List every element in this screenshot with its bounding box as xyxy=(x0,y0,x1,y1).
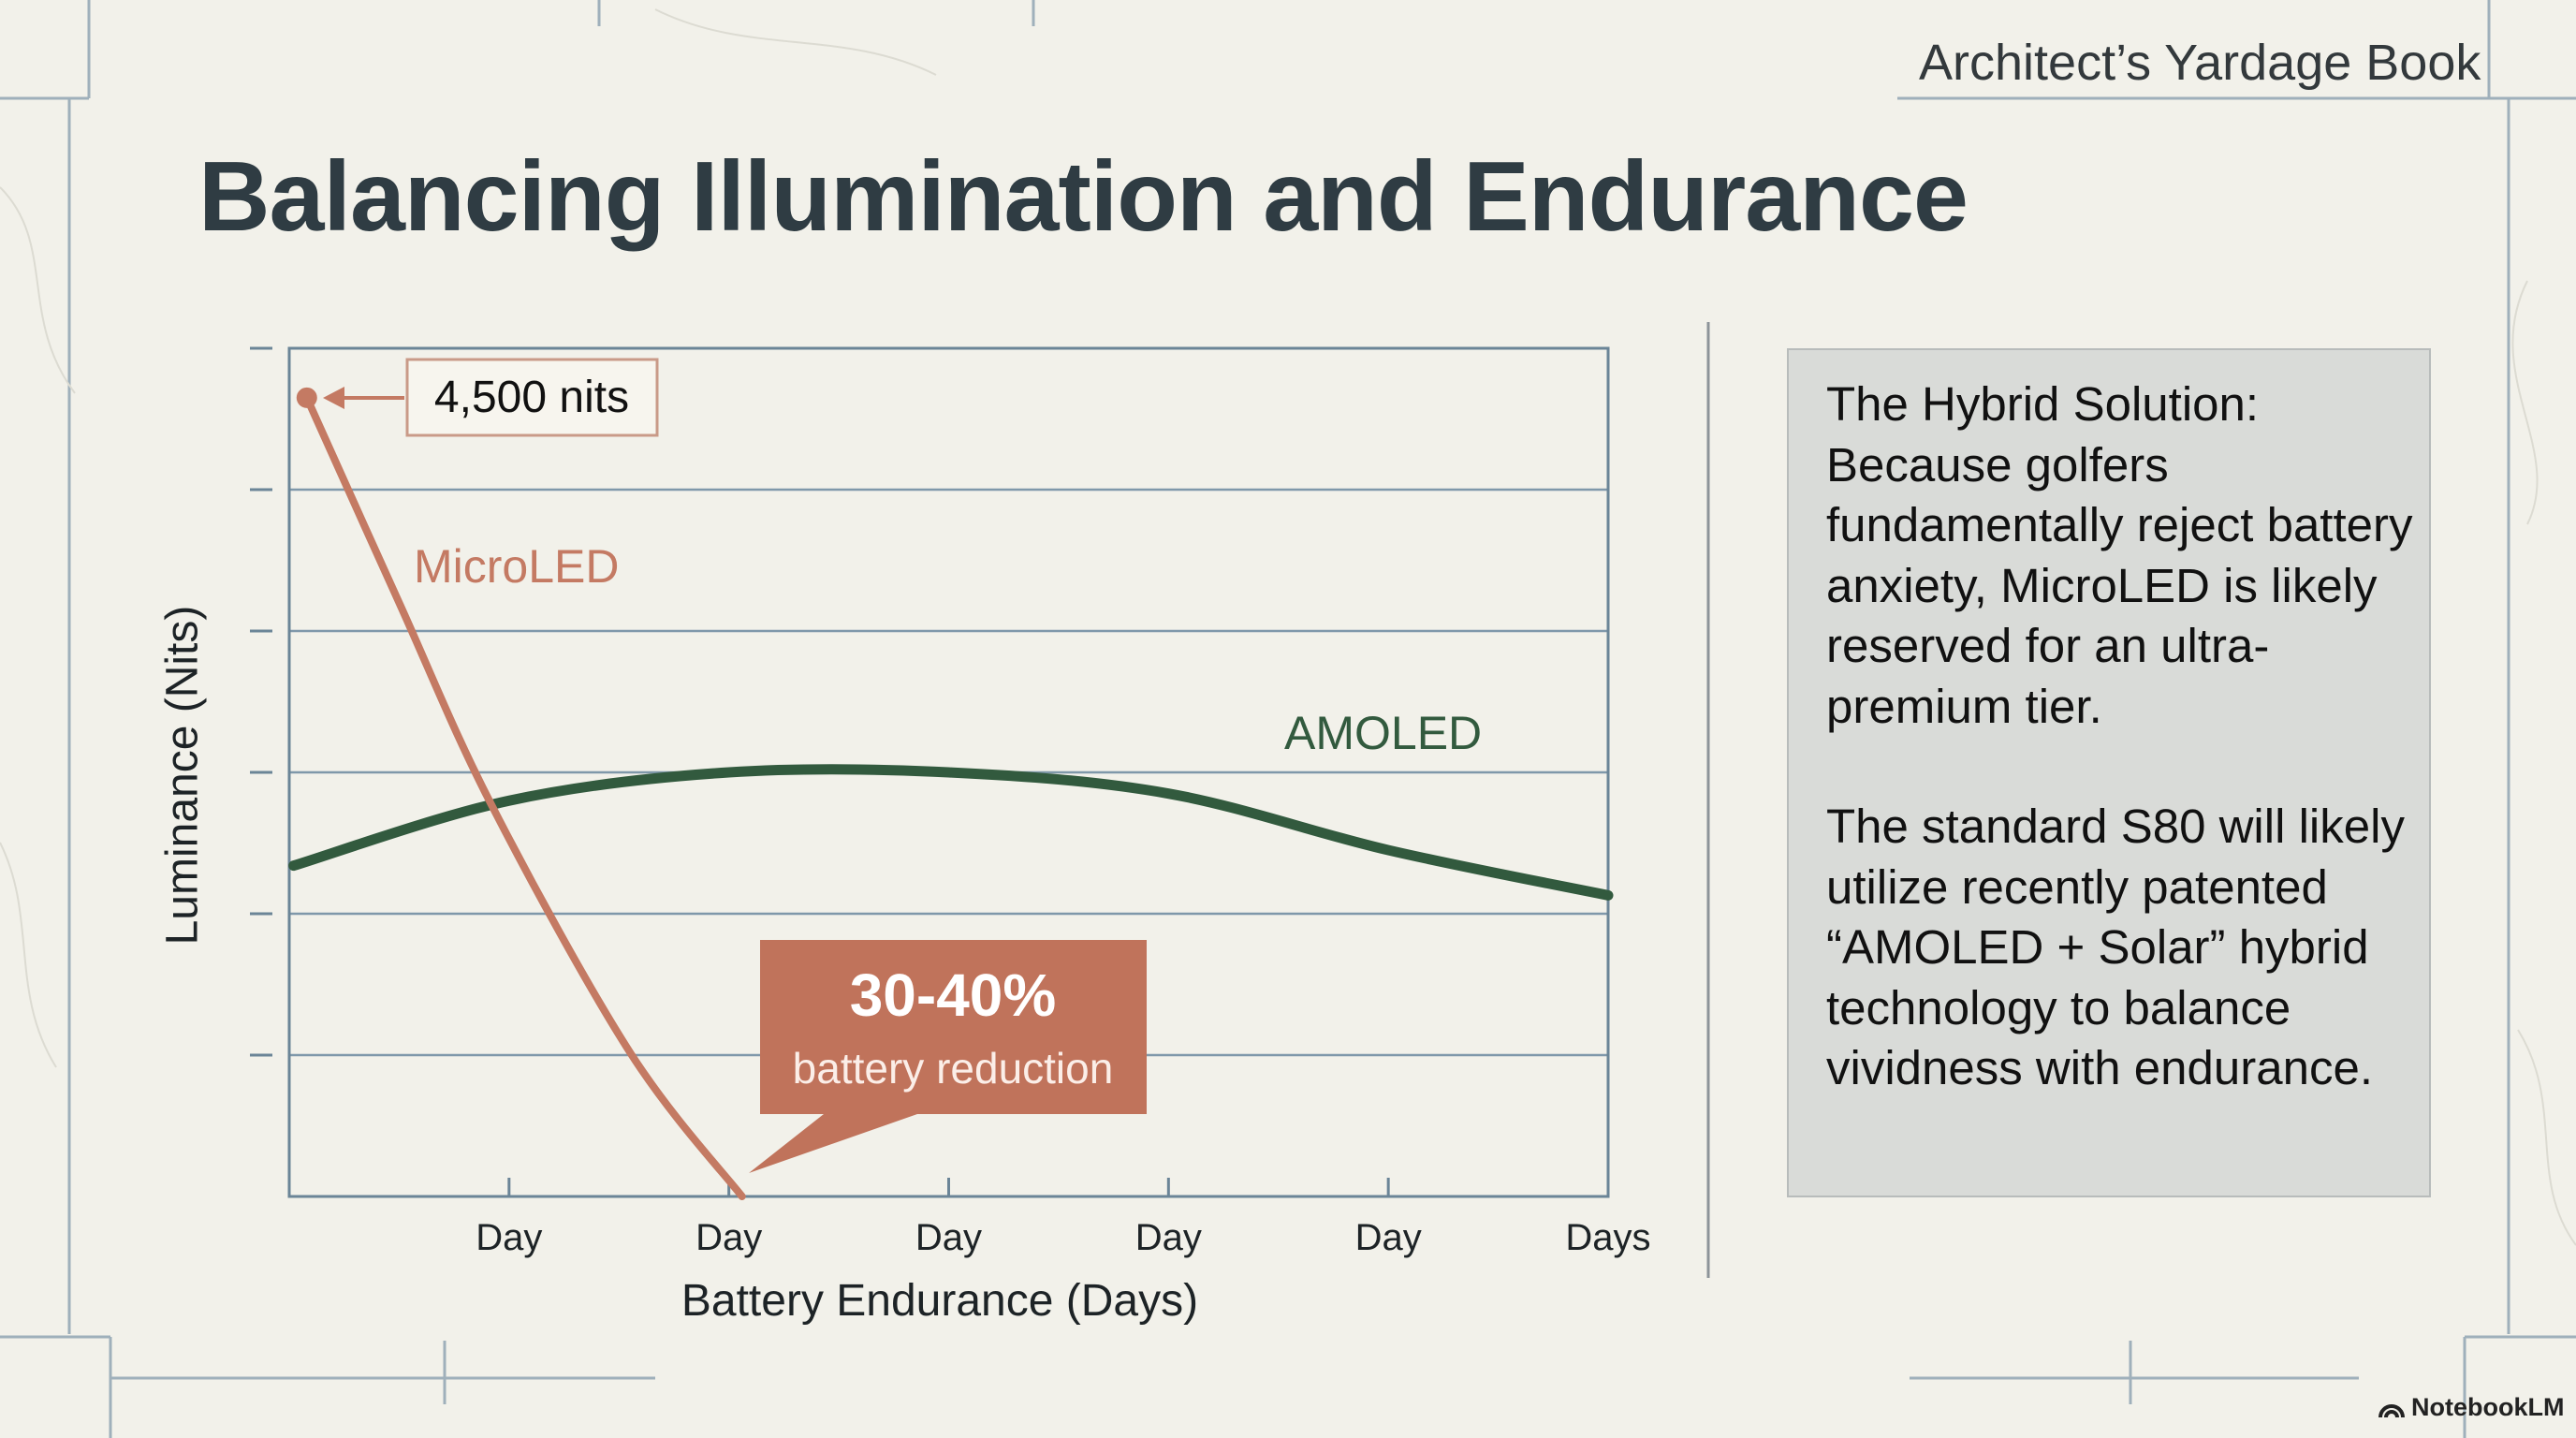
battery-reduction-callout: 30-40% battery reduction xyxy=(749,940,1147,1173)
peak-point xyxy=(296,387,317,408)
y-axis-label: Luminance (Nits) xyxy=(158,606,208,946)
panel-paragraph-1: The Hybrid Solution: Because golfers fun… xyxy=(1826,377,2413,733)
series-label-microled: MicroLED xyxy=(414,540,619,593)
series-line-microled xyxy=(302,393,746,1200)
series-line-amoled xyxy=(288,764,1614,901)
x-tick-label: Day xyxy=(476,1217,542,1258)
x-tick-label: Day xyxy=(695,1217,762,1258)
brand-title: Architect’s Yardage Book xyxy=(1919,35,2481,91)
peak-annotation-label: 4,500 nits xyxy=(434,373,629,422)
callout-sublabel: battery reduction xyxy=(793,1044,1114,1093)
x-ticks: Day Day Day Day Day Days xyxy=(476,1178,1651,1258)
callout-value: 30-40% xyxy=(850,961,1057,1029)
x-tick-label: Day xyxy=(1135,1217,1202,1258)
series-label-amoled: AMOLED xyxy=(1284,707,1482,759)
notebooklm-icon xyxy=(2378,1403,2405,1417)
x-tick-label: Days xyxy=(1565,1217,1650,1258)
hybrid-solution-panel: The Hybrid Solution: Because golfers fun… xyxy=(1787,348,2431,1197)
x-axis-label: Battery Endurance (Days) xyxy=(681,1276,1198,1326)
peak-annotation-box xyxy=(405,358,659,437)
panel-paragraph-2: The standard S80 will likely utilize rec… xyxy=(1826,800,2405,1094)
x-tick-label: Day xyxy=(1355,1217,1422,1258)
notebooklm-logo: NotebookLM xyxy=(2378,1393,2564,1422)
arrow-head-icon xyxy=(323,387,344,409)
page-title: Balancing Illumination and Endurance xyxy=(198,141,1969,252)
logo-text: NotebookLM xyxy=(2411,1393,2565,1421)
x-tick-label: Day xyxy=(915,1217,982,1258)
